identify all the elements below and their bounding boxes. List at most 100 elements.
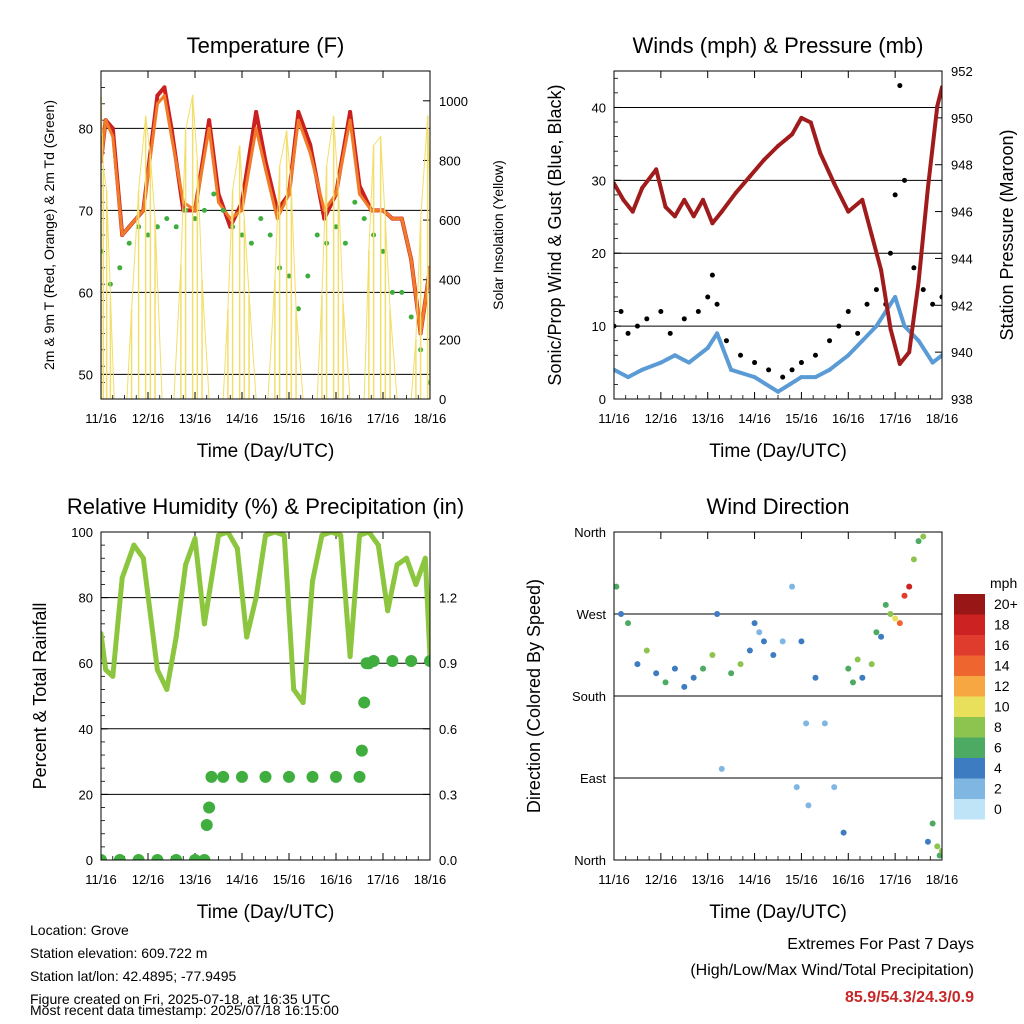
y-tick-label: 80 [79, 121, 93, 136]
pressure-point [776, 143, 780, 148]
precip-point [132, 854, 145, 860]
x-tick-label: 18/16 [926, 872, 959, 887]
gust-point [873, 287, 879, 293]
y2-tick-label: 1000 [439, 94, 468, 109]
legend-title: mph [990, 575, 1017, 591]
t9m-point [207, 126, 211, 130]
winds-series [614, 83, 942, 394]
y-axis-label: Percent & Total Rainfall [30, 603, 50, 790]
direction-point [690, 674, 697, 681]
direction-point [882, 601, 889, 608]
sonic-point [715, 331, 720, 336]
rh-point [173, 634, 179, 640]
rh-point [404, 555, 409, 561]
sonic-point [705, 345, 710, 350]
plot-frame [613, 70, 943, 400]
rh-point [216, 532, 221, 538]
x-tick-label: 15/16 [785, 411, 818, 426]
gust-point [812, 352, 818, 358]
temperature-series [101, 85, 430, 399]
rh-point [101, 631, 104, 637]
legend-swatch [954, 696, 985, 717]
sonic-point [874, 324, 879, 329]
direction-point [845, 665, 852, 672]
direction-point [737, 661, 744, 668]
t2m-point [254, 110, 259, 114]
x-tick-label: 13/16 [691, 872, 724, 887]
t9m-point [162, 94, 166, 98]
precip-point [405, 655, 418, 668]
gust-point [614, 323, 617, 329]
pressure-point [888, 326, 893, 331]
direction-point [920, 533, 927, 540]
y2-tick-label: 1.2 [439, 591, 457, 606]
x-tick-label: 11/16 [85, 872, 117, 887]
legend-label: 6 [994, 740, 1002, 756]
td-point [211, 191, 217, 197]
pressure-point [832, 181, 837, 186]
legend-swatch [954, 635, 985, 656]
legend-label: 20+ [994, 596, 1018, 612]
direction-point [901, 592, 908, 599]
footer-latlon: Station lat/lon: 42.4895; -77.9495 [30, 968, 237, 984]
sonic-point [626, 375, 631, 380]
td-point [267, 232, 273, 238]
x-axis-label: Time (Day/UTC) [709, 441, 847, 462]
direction-point [887, 611, 894, 617]
gust-point [920, 287, 926, 293]
x-axis-label: Time (Day/UTC) [197, 902, 335, 923]
gust-point [709, 272, 715, 278]
rh-point [183, 562, 189, 568]
rh-point [272, 532, 278, 535]
direction-point [614, 583, 620, 590]
y-tick-label: North [574, 525, 606, 540]
plot-frame [613, 531, 943, 861]
direction-point [789, 583, 796, 590]
y2-tick-label: 0.3 [439, 787, 457, 802]
rh-point [357, 532, 362, 538]
td-point [361, 216, 367, 222]
x-tick-label: 18/16 [926, 411, 959, 426]
rh-point [281, 532, 287, 538]
x-tick-label: 14/16 [226, 872, 259, 887]
direction-point [671, 665, 678, 672]
gust-point [695, 309, 701, 315]
legend-swatch [954, 737, 985, 758]
precip-point [330, 770, 342, 783]
y-tick-label: 0 [599, 392, 606, 407]
precip-point [200, 819, 213, 832]
legend-swatch [954, 758, 985, 779]
rh-point [300, 700, 306, 706]
wind_direction-series [614, 533, 942, 859]
t9m-point [170, 135, 173, 139]
direction-point [793, 784, 800, 791]
precip-point [306, 770, 319, 783]
td-point [126, 240, 132, 246]
x-tick-label: 16/16 [832, 411, 865, 426]
y-tick-label: 80 [79, 591, 93, 606]
rh-point [244, 634, 250, 640]
sonic-point [787, 382, 792, 387]
t9m-point [193, 208, 197, 212]
gust-point [752, 360, 758, 366]
gust-point [658, 309, 664, 315]
t9m-point [400, 217, 404, 221]
y-tick-label: East [580, 771, 606, 786]
direction-point [873, 629, 880, 636]
rh-point [201, 621, 207, 627]
sonic-point [752, 375, 757, 380]
rh-point [131, 542, 137, 548]
td-point [389, 289, 395, 295]
rh-point [140, 555, 146, 561]
legend-swatch [954, 655, 985, 676]
y-tick-label: 40 [79, 722, 93, 737]
gust-point [897, 83, 903, 89]
gust-point [667, 330, 673, 336]
t9m-point [334, 192, 338, 196]
extremes-values: 85.9/54.3/24.3/0.9 [845, 989, 974, 1006]
direction-point [906, 583, 913, 590]
y-axis-label: Direction (Colored By Speed) [524, 579, 544, 813]
x-tick-label: 13/16 [179, 872, 212, 887]
t9m-point [348, 118, 352, 122]
y2-tick-label: 952 [951, 64, 973, 79]
